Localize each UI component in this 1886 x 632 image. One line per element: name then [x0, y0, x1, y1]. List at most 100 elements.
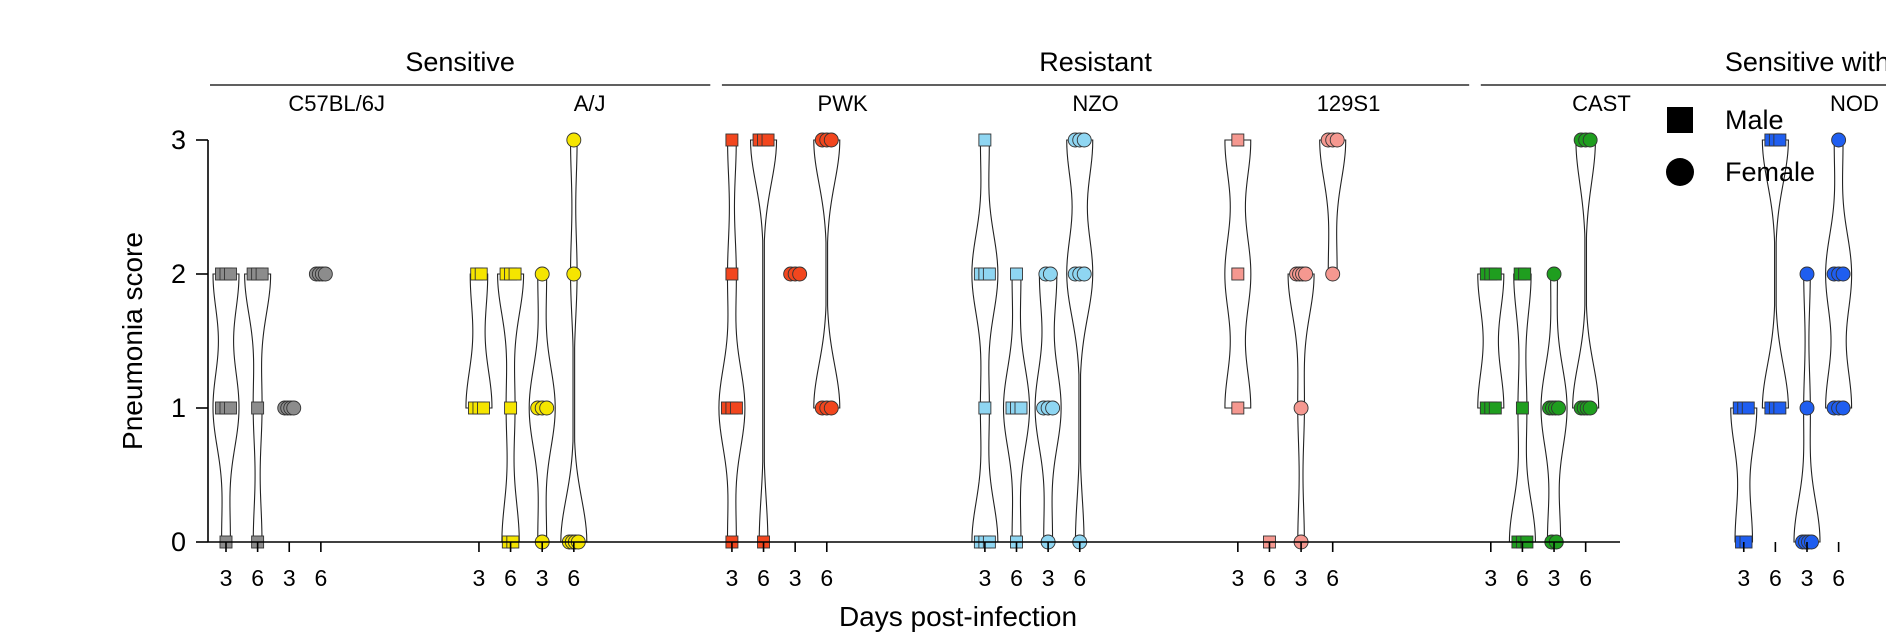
data-point: [761, 133, 775, 147]
x-tick-label: 6: [567, 565, 580, 591]
x-tick-label: 6: [1263, 565, 1276, 591]
violin-c57bl6j-male-day3: [212, 273, 240, 543]
x-tick-label: 3: [1801, 565, 1814, 591]
data-point: [1231, 401, 1245, 415]
data-point: [1329, 132, 1345, 148]
data-point: [729, 401, 743, 415]
data-point: [823, 132, 839, 148]
data-point: [1835, 266, 1851, 282]
x-tick-label: 6: [1579, 565, 1592, 591]
data-point: [477, 401, 490, 415]
data-point: [1488, 267, 1502, 281]
x-tick-label: 3: [1548, 565, 1561, 591]
data-point: [1231, 267, 1245, 281]
data-point: [539, 400, 555, 416]
data-point: [1076, 132, 1092, 148]
data-point: [1831, 132, 1847, 148]
data-point: [1835, 400, 1851, 416]
strain-label: 129S1: [1317, 91, 1381, 116]
data-point: [504, 401, 518, 415]
x-tick-label: 3: [1042, 565, 1055, 591]
data-point: [978, 133, 992, 147]
strain-label: C57BL/6J: [288, 91, 385, 116]
legend-male-icon: [1667, 107, 1693, 133]
data-point: [255, 267, 269, 281]
violin-aj-male-day3: [465, 273, 493, 409]
y-tick-label: 3: [171, 125, 186, 155]
x-tick-label: 6: [251, 565, 264, 591]
legend-label: Female: [1725, 157, 1815, 187]
data-point: [1518, 267, 1532, 281]
x-tick-label: 6: [1073, 565, 1086, 591]
data-point: [982, 267, 996, 281]
y-axis-title: Pneumonia score: [117, 232, 148, 450]
x-tick-label: 3: [220, 565, 233, 591]
data-point: [1582, 400, 1598, 416]
violin-129s1-female-day3: [1287, 273, 1315, 543]
x-tick-label: 3: [1737, 565, 1750, 591]
data-point: [1293, 400, 1309, 416]
data-point: [251, 401, 265, 415]
legend-female-icon: [1666, 158, 1694, 186]
data-point: [224, 267, 237, 281]
violin-pwk-male-day3: [718, 139, 746, 543]
group-label: Resistant: [1039, 47, 1152, 77]
data-point: [1014, 401, 1028, 415]
violin-pwk-female-day6: [813, 139, 841, 409]
data-point: [534, 266, 550, 282]
x-tick-label: 3: [1231, 565, 1244, 591]
violins-layer: [212, 139, 1853, 543]
strain-label: NOD: [1830, 91, 1879, 116]
strain-label: NZO: [1072, 91, 1118, 116]
data-point: [1076, 266, 1092, 282]
x-tick-label: 6: [504, 565, 517, 591]
data-point: [1739, 535, 1753, 549]
data-point: [1325, 266, 1341, 282]
points-layer: [215, 132, 1851, 550]
violin-nzo-female-day6: [1066, 139, 1094, 543]
y-tick-label: 2: [171, 259, 186, 289]
x-tick-label: 3: [1484, 565, 1497, 591]
violin-129s1-male-day3: [1224, 139, 1252, 409]
data-point: [725, 267, 739, 281]
group-label: Sensitive: [405, 47, 515, 77]
violin-cast-male-day3: [1477, 273, 1505, 409]
data-point: [1773, 401, 1787, 415]
violin-aj-male-day6: [497, 273, 525, 543]
violin-aj-female-day6: [560, 139, 588, 543]
legend-layer: Male Female: [1666, 105, 1815, 187]
y-tick-label: 0: [171, 527, 186, 557]
data-point: [1515, 401, 1529, 415]
data-point: [224, 401, 237, 415]
strain-label: A/J: [574, 91, 606, 116]
data-point: [1773, 133, 1787, 147]
data-point: [508, 267, 522, 281]
data-point: [1804, 534, 1819, 550]
data-point: [1741, 401, 1755, 415]
x-tick-label: 6: [757, 565, 770, 591]
data-point: [1799, 400, 1815, 416]
data-point: [1546, 266, 1562, 282]
data-point: [792, 266, 808, 282]
x-tick-label: 3: [789, 565, 802, 591]
strain-label: PWK: [818, 91, 868, 116]
data-point: [1551, 400, 1566, 416]
data-point: [1231, 133, 1245, 147]
group-label: Sensitive with Sex Bias: [1725, 47, 1886, 77]
data-point: [1582, 132, 1598, 148]
data-point: [1010, 267, 1023, 281]
data-point: [978, 401, 992, 415]
data-point: [1045, 400, 1061, 416]
violin-nod-male-day3: [1730, 407, 1758, 543]
x-tick-label: 6: [1832, 565, 1845, 591]
data-point: [1298, 266, 1314, 282]
x-tick-label: 3: [726, 565, 739, 591]
x-tick-label: 3: [978, 565, 991, 591]
x-tick-label: 3: [473, 565, 486, 591]
violin-nzo-male-day3: [971, 139, 999, 543]
data-point: [317, 266, 333, 282]
axes-layer: [196, 84, 1886, 552]
data-point: [1042, 266, 1058, 282]
data-point: [1799, 266, 1815, 282]
